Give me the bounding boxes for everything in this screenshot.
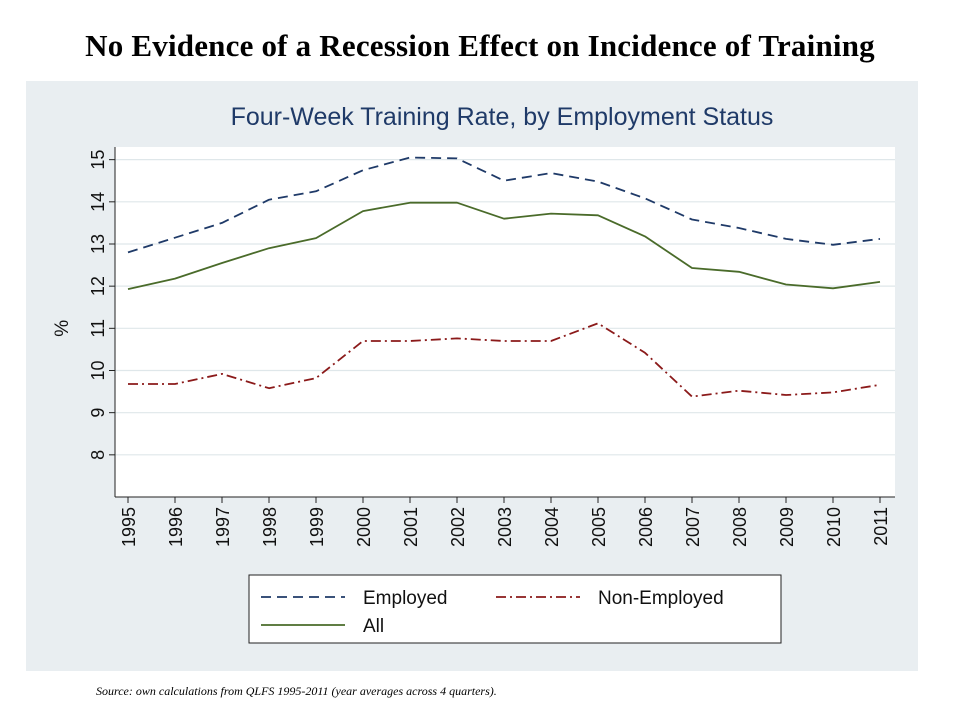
chart-panel: Four-Week Training Rate, by Employment S… — [26, 81, 918, 671]
x-tick-label: 1996 — [166, 507, 186, 547]
y-tick-label: 8 — [88, 450, 108, 460]
y-tick-label: 9 — [88, 408, 108, 418]
x-tick-label: 2010 — [824, 507, 844, 547]
chart-title: Four-Week Training Rate, by Employment S… — [231, 103, 774, 131]
legend-label: Non-Employed — [598, 588, 724, 609]
x-tick-label: 2011 — [871, 507, 891, 546]
x-tick-label: 1995 — [119, 507, 139, 547]
x-tick-label: 2000 — [354, 507, 374, 547]
series-lines — [127, 156, 881, 398]
source-note: Source: own calculations from QLFS 1995-… — [96, 684, 497, 698]
x-tick-label: 1997 — [213, 507, 233, 547]
x-tick-label: 2006 — [636, 507, 656, 547]
x-tick-label: 2008 — [730, 507, 750, 547]
gridlines — [115, 159, 895, 456]
x-tick-label: 2002 — [448, 507, 468, 547]
legend-label: All — [363, 616, 384, 637]
y-tick-label: 10 — [88, 360, 108, 380]
y-tick-label: 15 — [88, 150, 108, 170]
y-tick-label: 14 — [88, 192, 108, 212]
x-tick-label: 1999 — [307, 507, 327, 547]
x-tick-label: 2007 — [683, 507, 703, 547]
legend-label: Employed — [363, 588, 448, 609]
y-tick-label: 13 — [88, 234, 108, 254]
series-line-all — [127, 201, 881, 290]
plot-area — [115, 147, 895, 497]
y-tick-label: 12 — [88, 276, 108, 296]
axes: 8 9 10 11 12 13 14 15% 1995 1996 1997 1998 1999 2000 2… — [52, 147, 895, 547]
y-axis-label: % — [52, 320, 73, 337]
legend-box — [248, 574, 782, 644]
line-chart: Four-Week Training Rate, by Employment S… — [52, 103, 895, 644]
series-line-employed — [127, 156, 881, 254]
x-tick-label: 1998 — [260, 507, 280, 547]
y-tick-label: 11 — [88, 319, 108, 338]
x-tick-label: 2005 — [589, 507, 609, 547]
x-tick-label: 2003 — [495, 507, 515, 547]
x-tick-label: 2004 — [542, 507, 562, 547]
legend: Employed Non-Employed All — [248, 574, 782, 644]
slide-title: No Evidence of a Recession Effect on Inc… — [85, 28, 875, 63]
x-tick-label: 2009 — [777, 507, 797, 547]
x-tick-label: 2001 — [401, 507, 421, 547]
series-line-non-employed — [128, 322, 881, 398]
